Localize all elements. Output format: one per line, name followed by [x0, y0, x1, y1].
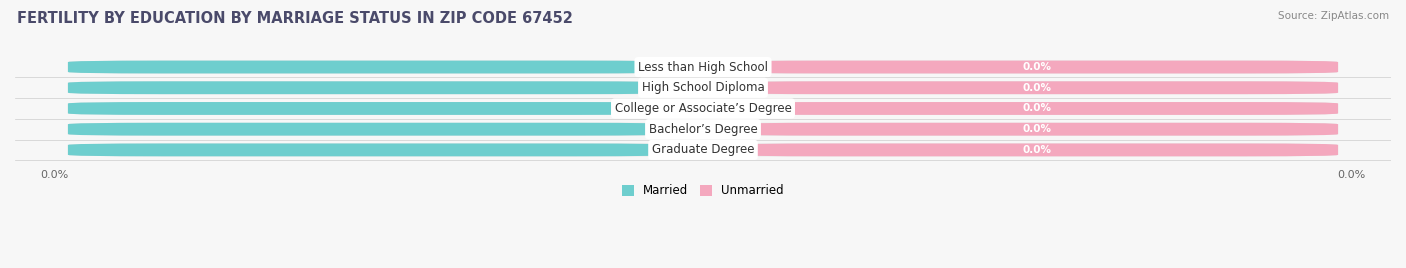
FancyBboxPatch shape: [67, 123, 669, 136]
FancyBboxPatch shape: [67, 143, 1339, 156]
Text: 0.0%: 0.0%: [1022, 124, 1052, 134]
Text: Graduate Degree: Graduate Degree: [652, 143, 754, 157]
FancyBboxPatch shape: [737, 81, 1339, 94]
Text: Bachelor’s Degree: Bachelor’s Degree: [648, 123, 758, 136]
Text: College or Associate’s Degree: College or Associate’s Degree: [614, 102, 792, 115]
Text: High School Diploma: High School Diploma: [641, 81, 765, 94]
FancyBboxPatch shape: [67, 123, 1339, 136]
FancyBboxPatch shape: [737, 102, 1339, 115]
Text: 0.0%: 0.0%: [1022, 83, 1052, 93]
Text: 0.0%: 0.0%: [672, 145, 702, 155]
FancyBboxPatch shape: [67, 81, 669, 94]
Text: 0.0%: 0.0%: [672, 103, 702, 113]
Text: Source: ZipAtlas.com: Source: ZipAtlas.com: [1278, 11, 1389, 21]
FancyBboxPatch shape: [67, 61, 1339, 73]
Text: FERTILITY BY EDUCATION BY MARRIAGE STATUS IN ZIP CODE 67452: FERTILITY BY EDUCATION BY MARRIAGE STATU…: [17, 11, 572, 26]
Text: Less than High School: Less than High School: [638, 61, 768, 73]
Text: 0.0%: 0.0%: [1022, 62, 1052, 72]
FancyBboxPatch shape: [737, 123, 1339, 136]
Text: 0.0%: 0.0%: [672, 62, 702, 72]
FancyBboxPatch shape: [67, 61, 669, 73]
FancyBboxPatch shape: [67, 143, 669, 156]
FancyBboxPatch shape: [67, 102, 1339, 115]
FancyBboxPatch shape: [67, 102, 669, 115]
FancyBboxPatch shape: [737, 143, 1339, 156]
Text: 0.0%: 0.0%: [672, 124, 702, 134]
FancyBboxPatch shape: [67, 81, 1339, 94]
FancyBboxPatch shape: [737, 61, 1339, 73]
Text: 0.0%: 0.0%: [1022, 103, 1052, 113]
Text: 0.0%: 0.0%: [672, 83, 702, 93]
Legend: Married, Unmarried: Married, Unmarried: [619, 181, 787, 201]
Text: 0.0%: 0.0%: [1022, 145, 1052, 155]
